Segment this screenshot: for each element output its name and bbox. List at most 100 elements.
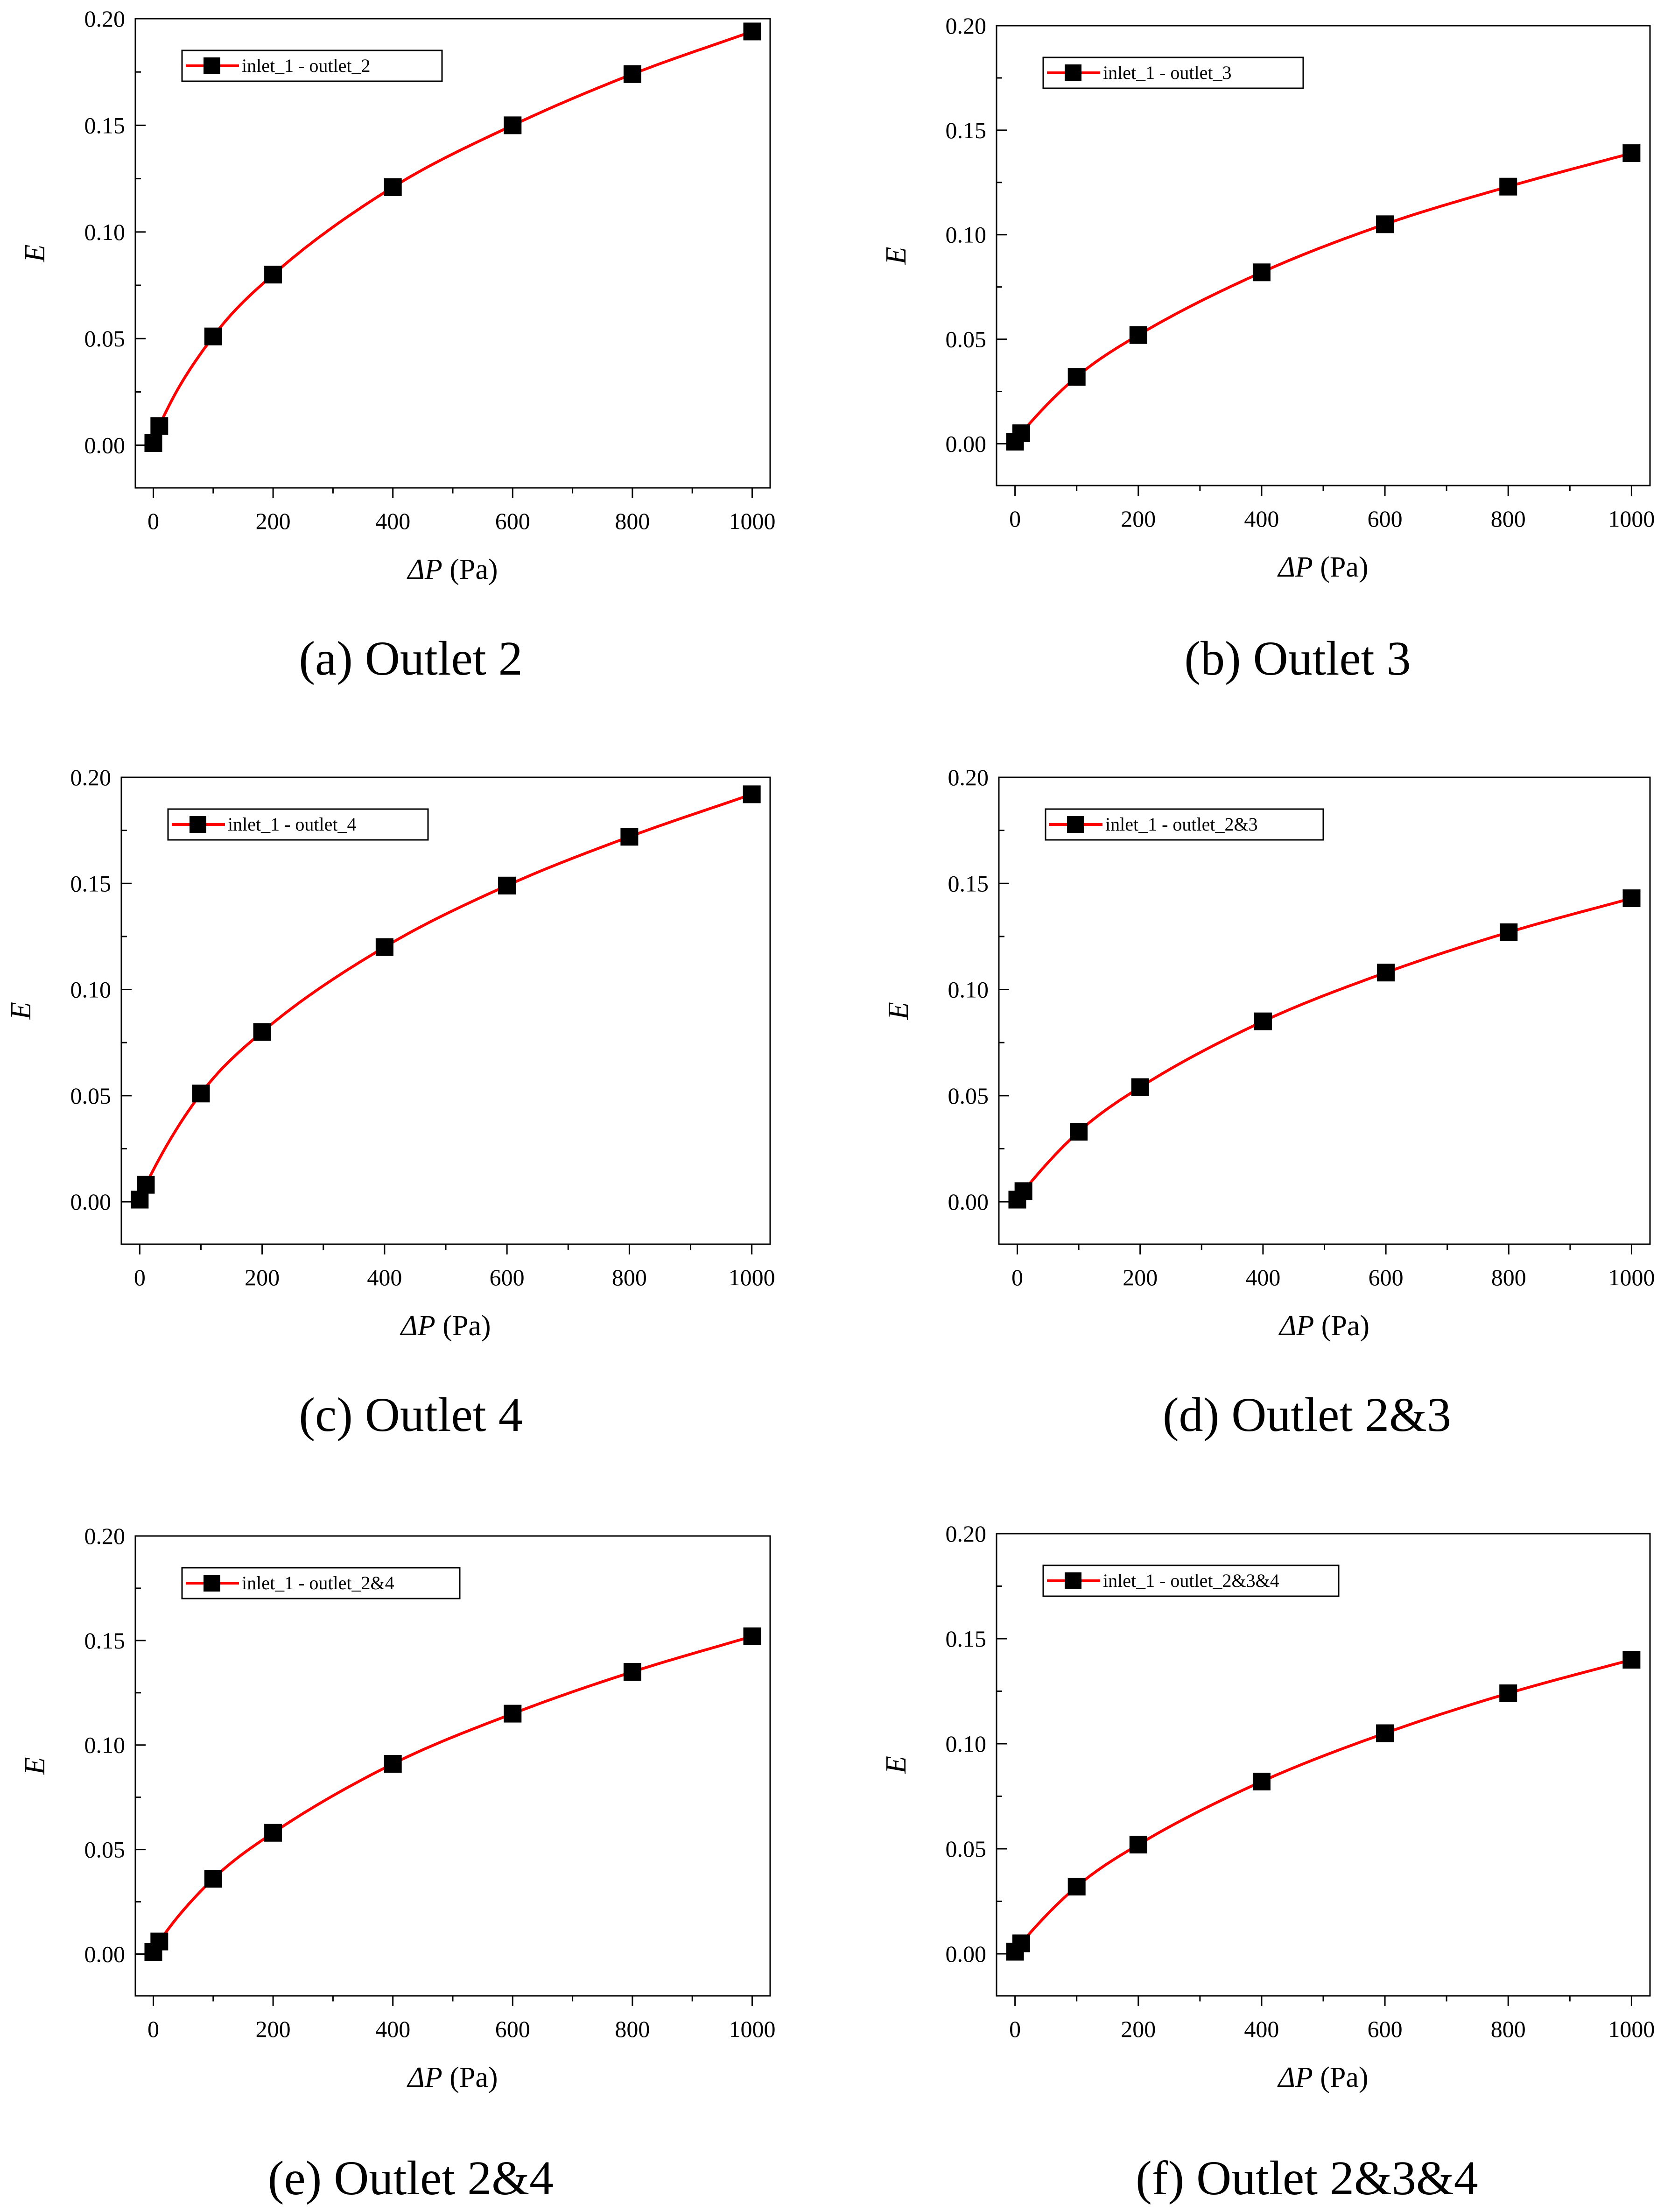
x-tick-label: 1000 — [1608, 506, 1655, 532]
y-tick-label: 0.10 — [948, 977, 989, 1003]
data-point — [504, 1705, 522, 1723]
y-tick-label: 0.00 — [70, 1189, 112, 1215]
legend-label: inlet_1 - outlet_3 — [1103, 62, 1232, 83]
data-point — [623, 1663, 641, 1681]
data-point — [1252, 263, 1271, 282]
x-axis-unit: (Pa) — [1313, 551, 1369, 583]
x-tick-label: 400 — [375, 508, 410, 534]
y-tick-label: 0.15 — [70, 870, 112, 896]
panel-caption: (b) Outlet 3 — [1184, 632, 1411, 685]
legend-label: inlet_1 - outlet_2&4 — [242, 1572, 394, 1593]
panel-caption: (e) Outlet 2&4 — [268, 2151, 554, 2205]
panel-caption: (d) Outlet 2&3 — [1163, 1388, 1451, 1442]
data-point — [743, 785, 761, 803]
chart-panel-6: 0.00 0.05 0.10 0.15 0.20 0 200 400 600 800 1000 ΔP … — [880, 1521, 1655, 2205]
data-point — [253, 1023, 271, 1041]
plot-frame — [996, 1533, 1651, 1997]
y-tick-label: 0.10 — [84, 1732, 126, 1758]
plot-frame — [134, 18, 771, 489]
x-tick-label: 400 — [1244, 2016, 1279, 2042]
data-point — [204, 327, 222, 345]
y-tick-label: 0.15 — [946, 117, 987, 143]
legend-marker — [1065, 1572, 1081, 1589]
legend-marker — [190, 816, 206, 833]
data-point — [623, 65, 641, 83]
y-tick-label: 0.10 — [946, 222, 987, 248]
x-tick-label: 1000 — [1608, 2016, 1655, 2042]
panel-caption: (c) Outlet 4 — [299, 1388, 522, 1442]
x-tick-label: 400 — [1244, 506, 1279, 532]
data-point — [1252, 1773, 1271, 1790]
legend-label: inlet_1 - outlet_2&3 — [1105, 814, 1258, 835]
x-tick-label: 0 — [1011, 1264, 1023, 1290]
data-point — [264, 1824, 282, 1842]
y-tick-label: 0.20 — [946, 13, 987, 39]
x-axis-unit: (Pa) — [442, 554, 498, 585]
y-axis-title: E — [883, 1002, 914, 1020]
y-tick-label: 0.05 — [948, 1083, 989, 1109]
x-tick-label: 600 — [1368, 2016, 1403, 2042]
data-point — [204, 1870, 222, 1888]
data-point — [131, 1191, 149, 1209]
data-point — [743, 22, 761, 41]
x-tick-label: 600 — [490, 1264, 525, 1290]
y-tick-label: 0.20 — [70, 764, 112, 790]
data-point — [1254, 1012, 1272, 1030]
data-point — [743, 1627, 761, 1645]
fit-curve — [138, 793, 752, 1200]
x-axis-unit: (Pa) — [435, 1310, 491, 1342]
data-point — [137, 1176, 155, 1194]
data-point — [1499, 177, 1517, 196]
data-point — [1622, 1651, 1641, 1669]
x-axis-symbol: ΔP — [406, 554, 442, 585]
y-tick-label: 0.05 — [84, 1837, 126, 1863]
data-point — [1014, 1182, 1032, 1200]
fit-curve — [152, 1635, 753, 1953]
y-tick-label: 0.00 — [946, 1941, 987, 1967]
data-point — [375, 938, 393, 956]
y-axis-title: E — [880, 1756, 912, 1774]
y-tick-label: 0.15 — [948, 870, 989, 896]
data-point — [1012, 424, 1030, 443]
x-tick-label: 400 — [1245, 1264, 1280, 1290]
data-point — [620, 828, 639, 846]
x-tick-label: 200 — [256, 2016, 291, 2042]
data-point — [504, 116, 522, 134]
y-axis-title: E — [19, 1757, 51, 1775]
x-tick-label: 0 — [147, 508, 159, 534]
x-axis-symbol: ΔP — [1277, 2062, 1313, 2093]
data-point — [1129, 1836, 1147, 1853]
x-tick-label: 400 — [375, 2016, 410, 2042]
data-point — [1070, 1123, 1088, 1141]
x-axis-title: ΔP (Pa) — [399, 1310, 491, 1342]
plot-frame — [998, 776, 1651, 1245]
data-point — [1500, 923, 1518, 941]
plot-frame — [134, 1535, 771, 1997]
y-tick-label: 0.10 — [70, 977, 112, 1003]
x-tick-label: 0 — [134, 1264, 146, 1290]
data-point — [1067, 368, 1086, 386]
y-tick-label: 0.05 — [946, 326, 987, 352]
legend-label: inlet_1 - outlet_2&3&4 — [1103, 1570, 1279, 1591]
legend-box — [1042, 56, 1304, 89]
x-axis-symbol: ΔP — [399, 1310, 435, 1342]
x-tick-label: 600 — [1369, 1264, 1404, 1290]
chart-panel-5: 0.00 0.05 0.10 0.15 0.20 0 200 400 600 800 1000 ΔP … — [19, 1523, 776, 2205]
x-tick-label: 0 — [1009, 2016, 1021, 2042]
chart-panel-1: 0.00 0.05 0.10 0.15 0.20 0 200 400 600 800 1000 ΔP … — [19, 6, 776, 685]
x-tick-label: 800 — [615, 508, 650, 534]
x-axis-unit: (Pa) — [442, 2062, 498, 2093]
y-tick-label: 0.10 — [946, 1731, 987, 1757]
x-axis-unit: (Pa) — [1314, 1310, 1369, 1342]
x-axis-title: ΔP (Pa) — [1277, 551, 1368, 583]
y-tick-label: 0.10 — [84, 219, 126, 245]
fit-curve — [1014, 152, 1632, 443]
data-point — [498, 876, 516, 895]
legend-marker — [204, 57, 220, 74]
x-tick-label: 1000 — [729, 508, 776, 534]
fit-curve — [152, 30, 753, 444]
data-point — [1129, 326, 1147, 344]
x-axis-symbol: ΔP — [1277, 551, 1313, 583]
plot-frame — [996, 25, 1651, 486]
